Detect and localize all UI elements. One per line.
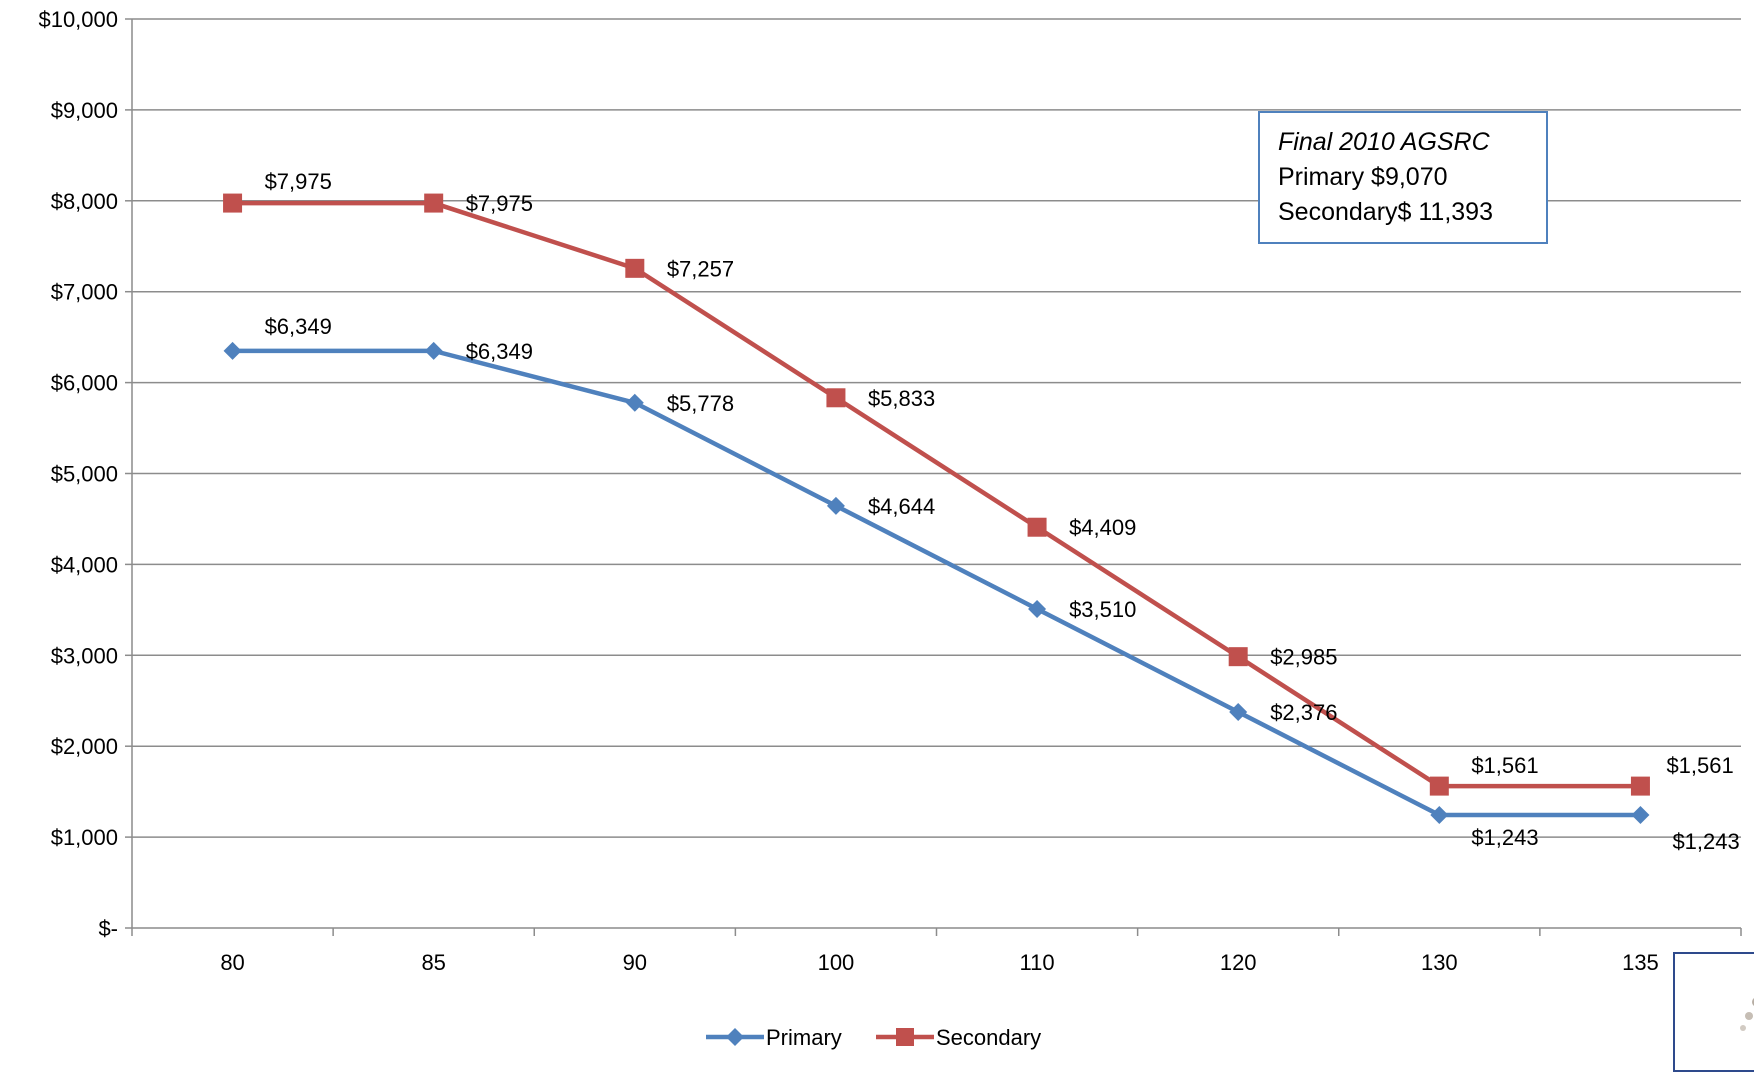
annotation-title: Final 2010 AGSRC — [1278, 128, 1490, 156]
data-point-secondary — [1027, 517, 1047, 537]
data-label-secondary: $1,561 — [1471, 753, 1538, 778]
data-label-secondary: $5,833 — [868, 386, 935, 411]
data-label-primary: $1,243 — [1471, 825, 1538, 850]
data-point-secondary — [424, 193, 444, 213]
series-line-primary — [232, 348, 1641, 818]
legend-diamond-icon — [726, 1028, 744, 1046]
corner-logo-box — [1673, 952, 1754, 1072]
x-axis-ticks: 80 85 90 100 110 120 130 135 — [131, 928, 1742, 975]
x-tick-label: 100 — [818, 950, 855, 975]
data-point-secondary — [223, 193, 243, 213]
data-point-primary — [1430, 806, 1449, 825]
legend: Primary Secondary — [706, 1025, 1041, 1050]
y-tick-label: $4,000 — [51, 552, 118, 577]
x-tick-label: 90 — [623, 950, 647, 975]
data-point-primary — [1631, 806, 1650, 825]
legend-label-secondary: Secondary — [936, 1025, 1041, 1050]
data-labels: $6,349 $6,349 $5,778 $4,644 $3,510 $2,376 $1,2… — [265, 169, 1740, 854]
x-tick-label: 85 — [421, 950, 445, 975]
y-tick-label: $10,000 — [38, 7, 118, 32]
annotation-box: Final 2010 AGSRC Primary $9,070 Secondar… — [1258, 111, 1548, 244]
annotation-secondary: Secondary$ 11,393 — [1278, 198, 1493, 226]
y-tick-label: $1,000 — [51, 825, 118, 850]
y-tick-label: $6,000 — [51, 371, 118, 396]
data-label-primary: $3,510 — [1069, 597, 1136, 622]
data-point-primary — [826, 496, 845, 515]
data-label-secondary: $7,975 — [466, 191, 533, 216]
data-point-secondary — [625, 258, 645, 278]
y-tick-label: $2,000 — [51, 734, 118, 759]
x-tick-label: 135 — [1622, 950, 1659, 975]
data-point-primary — [625, 393, 644, 412]
series-group — [223, 193, 1650, 825]
data-label-primary: $2,376 — [1270, 700, 1337, 725]
data-point-secondary — [1429, 776, 1449, 796]
y-tick-label: $5,000 — [51, 462, 118, 487]
y-tick-label: $- — [98, 916, 118, 941]
data-label-primary: $5,778 — [667, 391, 734, 416]
x-tick-label: 120 — [1220, 950, 1257, 975]
series-line-secondary — [232, 200, 1641, 789]
y-tick-label: $9,000 — [51, 98, 118, 123]
data-point-primary — [1028, 599, 1047, 618]
logo-dots-icon — [1740, 998, 1754, 1031]
data-label-secondary: $7,257 — [667, 256, 734, 281]
y-tick-label: $7,000 — [51, 280, 118, 305]
data-label-primary: $6,349 — [265, 314, 332, 339]
y-axis-ticks: $- $1,000 $2,000 $3,000 $4,000 $5,000 $6,000 $7… — [38, 7, 132, 941]
data-label-secondary: $1,561 — [1666, 753, 1733, 778]
gridlines — [132, 18, 1741, 838]
data-point-primary — [424, 341, 443, 360]
data-point-secondary — [1228, 647, 1248, 667]
data-point-secondary — [826, 388, 846, 408]
y-tick-label: $3,000 — [51, 643, 118, 668]
y-tick-label: $8,000 — [51, 189, 118, 214]
data-point-primary — [1229, 703, 1248, 722]
legend-label-primary: Primary — [766, 1025, 842, 1050]
data-label-primary: $4,644 — [868, 494, 935, 519]
data-label-secondary: $4,409 — [1069, 515, 1136, 540]
data-label-secondary: $7,975 — [265, 169, 332, 194]
data-label-primary: $1,243 — [1672, 829, 1739, 854]
annotation-primary: Primary $9,070 — [1278, 163, 1448, 191]
legend-square-icon — [896, 1028, 914, 1046]
x-tick-label: 130 — [1421, 950, 1458, 975]
data-label-primary: $6,349 — [466, 339, 533, 364]
data-point-primary — [223, 341, 242, 360]
x-tick-label: 110 — [1020, 950, 1055, 975]
data-label-secondary: $2,985 — [1270, 645, 1337, 670]
x-tick-label: 80 — [220, 950, 244, 975]
line-chart: $- $1,000 $2,000 $3,000 $4,000 $5,000 $6,000 $7… — [38, 7, 1742, 1050]
data-point-secondary — [1630, 776, 1650, 796]
